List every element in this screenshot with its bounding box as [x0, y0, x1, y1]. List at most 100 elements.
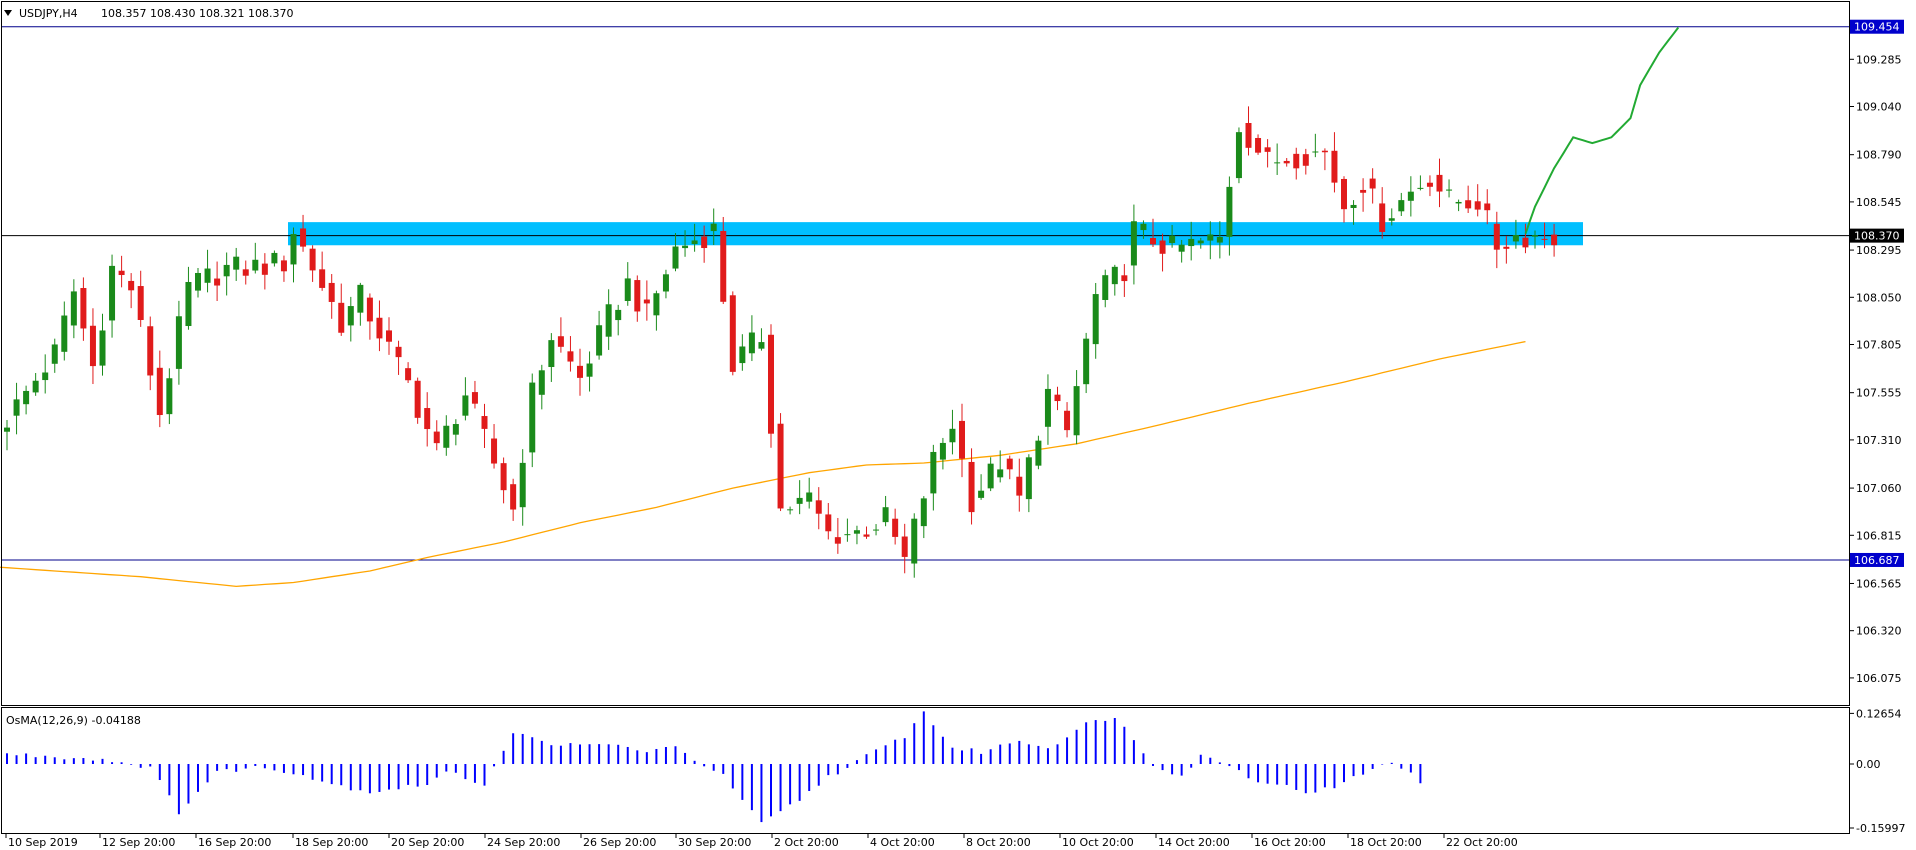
- candle-body: [834, 537, 841, 544]
- candle-body: [347, 306, 354, 326]
- osma-label: OsMA(12,26,9) -0.04188: [6, 714, 141, 727]
- candle-body: [4, 427, 10, 432]
- candle-body: [1130, 221, 1137, 266]
- candle-body: [892, 518, 899, 537]
- candle-body: [128, 280, 135, 291]
- candle-body: [1197, 240, 1204, 244]
- candle-body: [309, 248, 316, 271]
- x-tick-label: 10 Oct 20:00: [1062, 836, 1134, 849]
- candle-body: [1512, 235, 1519, 242]
- y-tick-label: 109.040: [1856, 101, 1902, 114]
- candle-body: [1083, 338, 1090, 385]
- candle-body: [1044, 388, 1051, 427]
- osma-y-tick-label: 0.00: [1856, 758, 1881, 771]
- candle-body: [61, 315, 68, 352]
- candle-body: [1321, 150, 1328, 153]
- osma-y-tick-label: 0.12654: [1856, 707, 1902, 720]
- candle-body: [710, 223, 717, 232]
- candle-body: [481, 416, 488, 429]
- candle-body: [615, 309, 622, 321]
- candle-body: [949, 428, 956, 443]
- candle-body: [1407, 191, 1414, 201]
- candle-body: [156, 367, 163, 416]
- candle-body: [386, 330, 392, 342]
- x-tick-label: 4 Oct 20:00: [870, 836, 935, 849]
- candle-body: [1235, 132, 1242, 179]
- candle-body: [1274, 162, 1281, 164]
- candle-body: [853, 530, 860, 534]
- dropdown-triangle-icon[interactable]: [4, 10, 12, 16]
- x-tick-label: 20 Sep 20:00: [391, 836, 464, 849]
- y-tick-label: 108.050: [1856, 291, 1902, 304]
- candle-body: [223, 264, 230, 277]
- moving-average-line: [0, 340, 1526, 588]
- x-tick-label: 8 Oct 20:00: [966, 836, 1031, 849]
- candle-body: [1350, 204, 1357, 208]
- candle-body: [863, 534, 870, 537]
- candle-body: [395, 346, 402, 358]
- candle-body: [815, 500, 822, 514]
- candle-body: [1532, 235, 1538, 237]
- candle-body: [930, 451, 937, 494]
- candle-body: [261, 263, 268, 275]
- candle-body: [405, 368, 412, 381]
- y-tick-label: 106.075: [1856, 672, 1902, 685]
- candle-body: [920, 498, 927, 527]
- candle-body: [233, 256, 240, 270]
- candle-body: [1054, 394, 1061, 402]
- candle-body: [529, 382, 536, 453]
- candle-body: [538, 370, 545, 395]
- y-tick-label: 108.790: [1856, 149, 1902, 162]
- candle-body: [1503, 246, 1510, 249]
- candle-body: [376, 317, 383, 339]
- candle-body: [1150, 238, 1156, 245]
- chart-symbol-label: USDJPY,H4: [19, 7, 78, 20]
- candle-body: [624, 278, 631, 301]
- candle-body: [510, 484, 517, 510]
- x-tick-label: 30 Sep 20:00: [678, 836, 751, 849]
- candle-body: [491, 438, 498, 464]
- candle-body: [691, 240, 698, 245]
- x-tick-label: 22 Oct 20:00: [1446, 836, 1518, 849]
- candle-body: [1426, 182, 1433, 187]
- candle-body: [577, 365, 583, 378]
- candle-body: [1398, 200, 1405, 212]
- candle-body: [1245, 123, 1252, 148]
- candle-body: [873, 529, 880, 531]
- y-tick-label: 108.295: [1856, 244, 1902, 257]
- x-tick-label: 26 Sep 20:00: [583, 836, 656, 849]
- level-price-tag-bg: [1850, 552, 1904, 567]
- candle-body: [147, 326, 154, 376]
- candle-body: [1341, 178, 1347, 210]
- y-tick-label: 106.815: [1856, 529, 1902, 542]
- candle-body: [1226, 186, 1233, 237]
- candle-body: [1455, 201, 1462, 204]
- candle-body: [662, 274, 669, 292]
- candle-body: [911, 518, 918, 564]
- y-tick-label: 107.805: [1856, 339, 1902, 352]
- candle-body: [204, 268, 211, 283]
- candle-body: [471, 392, 478, 404]
- candle-body: [1474, 201, 1481, 210]
- candle-body: [1207, 234, 1214, 241]
- level-price-tag: 106.687: [1854, 554, 1900, 567]
- candle-body: [748, 332, 755, 354]
- candle-body: [1264, 147, 1271, 152]
- current-price-tag: 108.370: [1854, 230, 1900, 243]
- chart-ohlc-label: 108.357 108.430 108.321 108.370: [101, 7, 293, 20]
- candle-body: [357, 284, 364, 313]
- candle-body: [195, 272, 201, 291]
- candle-body: [1216, 236, 1223, 243]
- candle-body: [13, 399, 20, 416]
- candle-body: [1188, 238, 1195, 247]
- candle-body: [300, 228, 307, 247]
- candle-body: [1121, 275, 1128, 282]
- candle-body: [1016, 476, 1023, 496]
- candle-body: [701, 236, 708, 249]
- candle-body: [787, 509, 794, 511]
- candle-body: [1111, 266, 1118, 285]
- current-price-tag-bg: [1850, 228, 1904, 243]
- candle-body: [214, 278, 221, 286]
- candle-body: [51, 344, 58, 364]
